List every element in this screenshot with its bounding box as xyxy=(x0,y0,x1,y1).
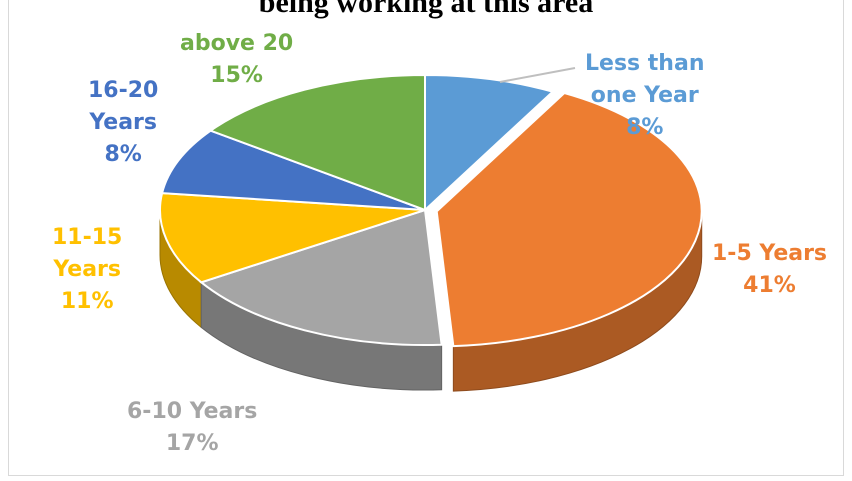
slice-label-text: Years xyxy=(53,257,121,282)
slice-label-text: 6-10 Years xyxy=(127,399,258,424)
slice-label-0: Less than one Year 8% xyxy=(585,48,704,144)
slice-label-text: above 20 xyxy=(180,31,294,56)
slice-label-2: 6-10 Years 17% xyxy=(127,396,257,460)
slice-percent: 11% xyxy=(60,289,114,314)
slice-label-text: 11-15 xyxy=(52,225,123,250)
chart-frame xyxy=(8,0,844,476)
slice-label-text: Less than xyxy=(585,51,705,76)
slice-label-3: 11-15 Years 11% xyxy=(52,222,122,318)
slice-label-text: 16-20 xyxy=(88,78,159,103)
slice-percent: 8% xyxy=(626,115,664,140)
pie-slice-3 xyxy=(159,192,426,284)
leader-line xyxy=(499,67,576,83)
slice-percent: 15% xyxy=(210,63,263,88)
slice-percent: 41% xyxy=(743,273,796,298)
pie-slice-1 xyxy=(435,91,703,348)
slice-label-text: 1-5 Years xyxy=(712,241,828,266)
pie-slice-5 xyxy=(208,73,426,212)
pie-slice-4 xyxy=(160,129,426,211)
slice-label-text: Years xyxy=(89,110,157,135)
slice-percent: 8% xyxy=(104,142,142,167)
slice-percent: 17% xyxy=(165,431,219,456)
pie-slice-0 xyxy=(424,73,555,213)
slice-label-4: 16-20 Years 8% xyxy=(88,75,158,171)
slice-label-text: one Year xyxy=(590,83,699,108)
slice-label-5: above 20 15% xyxy=(180,28,293,92)
chart-title: being working at this area xyxy=(258,0,594,19)
slice-label-1: 1-5 Years 41% xyxy=(712,238,827,302)
pie-slice-2 xyxy=(199,208,443,346)
